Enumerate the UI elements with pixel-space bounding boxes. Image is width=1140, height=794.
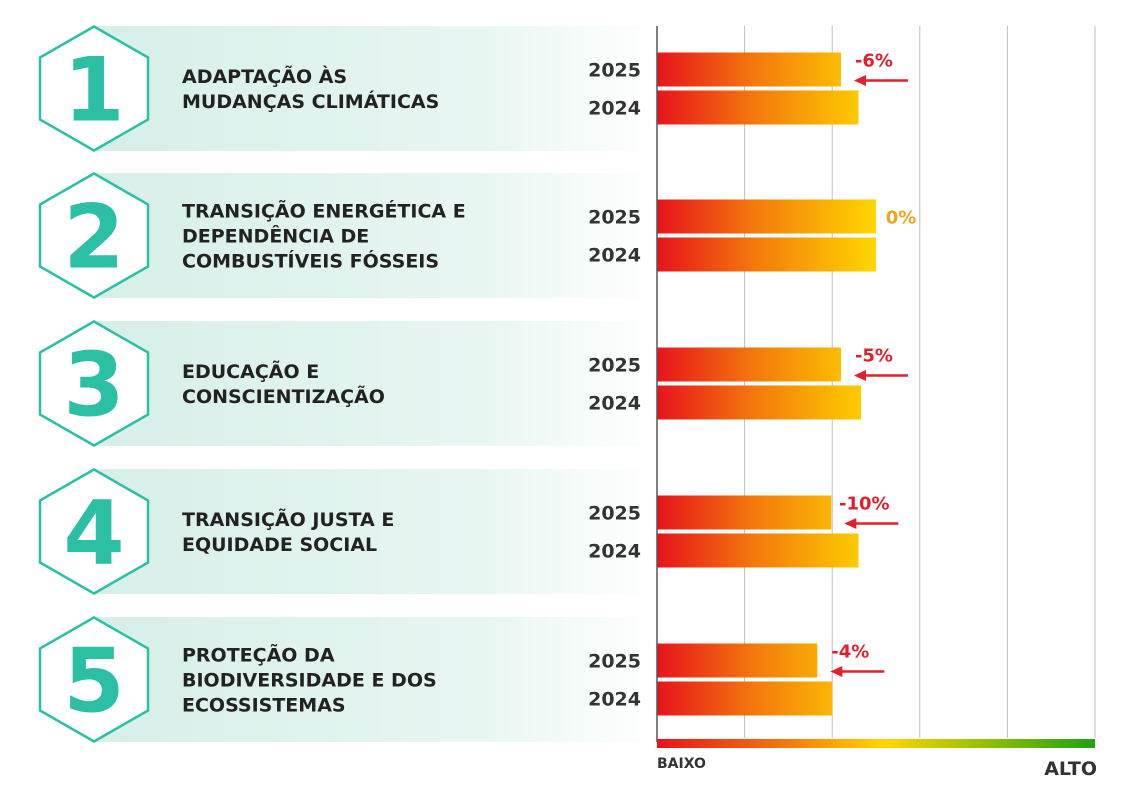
category-title-line: COMBUSTÍVEIS FÓSSEIS <box>182 249 439 273</box>
category-band-3 <box>95 321 655 446</box>
category-number-4: 4 <box>63 482 124 585</box>
bar-2025-3 <box>657 347 841 382</box>
down-arrow-head-icon <box>853 75 866 86</box>
bar-2025-2 <box>657 199 876 234</box>
category-title-line: TRANSIÇÃO JUSTA E <box>182 507 394 531</box>
category-band-4 <box>95 469 655 594</box>
bar-2025-1 <box>657 52 841 87</box>
bar-2024-5 <box>657 681 833 716</box>
change-label: -10% <box>839 494 890 515</box>
category-title-line: EQUIDADE SOCIAL <box>182 534 377 556</box>
year-label-2025: 2025 <box>588 651 641 673</box>
year-label-2025: 2025 <box>588 503 641 525</box>
bar-2024-2 <box>657 237 876 272</box>
year-label-2025: 2025 <box>588 207 641 229</box>
change-label: -5% <box>855 346 893 367</box>
year-label-2025: 2025 <box>588 355 641 377</box>
bar-2025-5 <box>657 643 818 678</box>
category-title-line: CONSCIENTIZAÇÃO <box>182 384 385 408</box>
hexagon-icon-1 <box>38 25 150 152</box>
category-number-3: 3 <box>63 334 124 437</box>
change-label: 0% <box>886 208 917 229</box>
category-band-2 <box>95 173 655 298</box>
bar-2024-1 <box>657 90 859 125</box>
category-number-1: 1 <box>63 39 124 142</box>
bar-2024-4 <box>657 533 859 568</box>
category-band-1 <box>95 26 655 151</box>
bar-2025-4 <box>657 495 832 530</box>
category-title-line: ECOSSISTEMAS <box>182 695 346 717</box>
down-arrow-head-icon <box>830 666 843 677</box>
category-title-line: PROTEÇÃO DA <box>182 643 335 667</box>
year-label-2025: 2025 <box>588 60 641 82</box>
year-label-2024: 2024 <box>588 689 641 711</box>
scale-high-label: ALTO <box>1044 758 1097 780</box>
hexagon-icon-3 <box>38 320 150 447</box>
change-label: -4% <box>831 642 869 663</box>
hexagon-icon-5 <box>38 616 150 743</box>
category-title-line: EDUCAÇÃO E <box>182 359 319 383</box>
year-label-2024: 2024 <box>588 541 641 563</box>
year-label-2024: 2024 <box>588 393 641 415</box>
scale-gradient-bar <box>657 739 1095 748</box>
bar-2024-3 <box>657 385 862 420</box>
category-title-line: ADAPTAÇÃO ÀS <box>182 64 347 88</box>
change-label: -6% <box>855 51 893 72</box>
category-number-5: 5 <box>63 630 124 733</box>
scale-low-label: BAIXO <box>657 756 706 772</box>
hexagon-icon-4 <box>38 468 150 595</box>
category-band-5 <box>95 617 655 742</box>
down-arrow-head-icon <box>844 518 857 529</box>
hexagon-icon-2 <box>38 172 150 299</box>
category-title-line: BIODIVERSIDADE E DOS <box>182 670 437 692</box>
category-title-line: DEPENDÊNCIA DE <box>182 225 369 248</box>
year-label-2024: 2024 <box>588 245 641 267</box>
down-arrow-head-icon <box>853 370 866 381</box>
year-label-2024: 2024 <box>588 98 641 120</box>
category-title-line: MUDANÇAS CLIMÁTICAS <box>182 90 439 113</box>
category-number-2: 2 <box>63 186 124 289</box>
category-title-line: TRANSIÇÃO ENERGÉTICA E <box>182 199 466 223</box>
